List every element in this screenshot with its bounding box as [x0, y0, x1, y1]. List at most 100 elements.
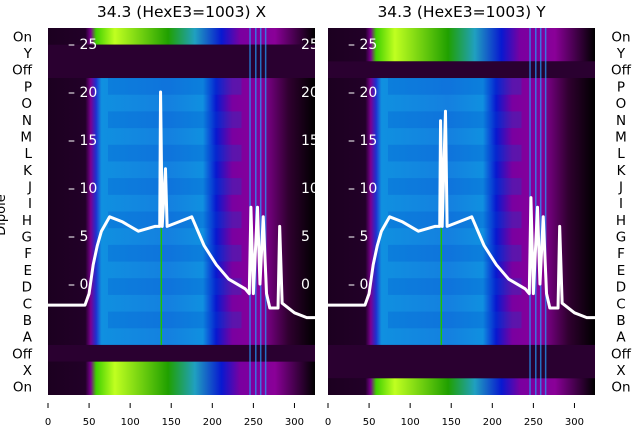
heatmap-row-shade — [108, 211, 242, 229]
inner-y-tick-label: – 0 — [68, 277, 88, 293]
inner-y-tick-label: – 5 — [348, 229, 368, 245]
x-tick-label: 300 — [565, 417, 584, 428]
heatmap-band-on-top — [48, 28, 315, 45]
heatmap-band-off-top — [328, 61, 595, 79]
row-label-left: I — [28, 196, 32, 212]
row-label-right: K — [617, 163, 627, 179]
heatmap-row-shade — [108, 278, 242, 295]
row-label-right: On — [611, 380, 630, 396]
row-label-left: Y — [23, 46, 33, 62]
row-label-left: K — [23, 163, 33, 179]
inner-y-tick-label: – 10 — [68, 181, 97, 197]
twin-y-tick-label: 5 — [301, 229, 310, 245]
row-label-left: F — [24, 246, 32, 262]
heatmap-row-shade — [108, 244, 242, 262]
x-tick-label: 150 — [442, 417, 461, 428]
x-tick-label: 50 — [83, 417, 96, 428]
heatmap-row-shade — [388, 311, 522, 329]
heatmap-band-off-top — [48, 44, 315, 79]
row-label-right: P — [617, 79, 625, 95]
heatmap-stripe — [264, 28, 267, 395]
heatmap-band-off-bottom — [48, 344, 315, 362]
twin-y-tick-label: 15 — [301, 133, 319, 149]
x-tick-label: 100 — [121, 417, 140, 428]
row-label-left: B — [23, 313, 32, 329]
heatmap-stripe — [259, 28, 262, 395]
heatmap-row-shade — [388, 144, 522, 162]
row-label-right: G — [616, 230, 626, 246]
heatmap-row-shade — [388, 211, 522, 229]
heatmap-row-shade — [108, 111, 242, 129]
profile-line — [48, 90, 315, 320]
row-label-left: On — [13, 29, 32, 45]
twin-y-tick-label: 0 — [301, 277, 310, 293]
panel-y: 34.3 (HexE3=1003) Y 0 50 100 150 200 250 300 – 2… — [325, 3, 632, 428]
heatmap-band-on-top — [328, 28, 595, 62]
panel-title: 34.3 (HexE3=1003) Y — [377, 3, 546, 21]
twin-y-tick-label: 10 — [301, 181, 319, 197]
row-label-right: E — [617, 263, 626, 279]
row-label-right: H — [616, 213, 626, 229]
inner-y-tick-label: – 0 — [348, 277, 368, 293]
row-label-left: E — [23, 263, 32, 279]
row-label-right: C — [616, 296, 625, 312]
inner-y-tick-label: – 25 — [348, 37, 377, 53]
row-label-left: N — [22, 113, 32, 129]
inner-y-tick-label: – 15 — [348, 133, 377, 149]
inner-y-tick-label: – 15 — [68, 133, 97, 149]
row-label-right: Off — [611, 346, 632, 362]
row-label-right: A — [616, 330, 626, 346]
row-label-right: X — [616, 363, 625, 379]
heatmap-band-off-bottom — [328, 344, 595, 379]
heatmap-stripe — [255, 28, 257, 395]
heatmap-stripe — [535, 28, 537, 395]
row-label-left: O — [21, 96, 32, 112]
row-label-left: A — [23, 330, 33, 346]
x-tick-label: 300 — [285, 417, 304, 428]
row-label-left: X — [23, 363, 32, 379]
panel-x: 34.3 (HexE3=1003) X0 50 100 150 200 250 300– 2… — [0, 3, 319, 428]
heatmap-row-shade — [108, 311, 242, 329]
x-tick-label: 100 — [401, 417, 420, 428]
heatmap-row-shade — [108, 78, 242, 95]
x-tick-label: 50 — [363, 417, 376, 428]
row-label-left: Off — [12, 346, 33, 362]
row-label-right: J — [618, 179, 623, 195]
x-tick-label: 250 — [524, 417, 543, 428]
heatmap-row-shade — [108, 144, 242, 162]
row-label-right: F — [617, 246, 625, 262]
row-label-right: N — [616, 113, 626, 129]
row-label-left: D — [22, 280, 32, 296]
row-label-left: On — [13, 380, 32, 396]
y-axis-label: Dipole — [0, 194, 9, 235]
row-label-left: L — [24, 146, 32, 162]
row-label-left: G — [22, 230, 32, 246]
x-tick-label: 150 — [162, 417, 181, 428]
panel-title: 34.3 (HexE3=1003) X — [97, 3, 267, 21]
heatmap-stripe-green — [160, 228, 163, 345]
twin-y-tick-label: 25 — [301, 37, 319, 53]
heatmap-row-shade — [388, 178, 522, 195]
row-label-right: I — [619, 196, 623, 212]
heatmap-band-body — [48, 78, 315, 345]
profile-line — [328, 109, 595, 320]
heatmap-row-shade — [388, 278, 522, 295]
heatmap-stripe — [539, 28, 542, 395]
heatmap-row-shade — [388, 78, 522, 95]
heatmap-band-on-bottom — [48, 361, 315, 395]
x-tick-label: 0 — [325, 417, 331, 428]
row-label-right: L — [617, 146, 625, 162]
twin-y-tick-label: 20 — [301, 85, 319, 101]
row-label-right: B — [616, 313, 625, 329]
row-label-left: J — [27, 179, 32, 195]
x-tick-label: 250 — [244, 417, 263, 428]
x-tick-label: 200 — [203, 417, 222, 428]
row-label-right: O — [616, 96, 627, 112]
row-label-right: M — [615, 129, 627, 145]
row-label-right: Y — [616, 46, 626, 62]
heatmap-row-shade — [388, 111, 522, 129]
heatmap-row-shade — [108, 178, 242, 195]
inner-y-tick-label: – 20 — [348, 85, 377, 101]
inner-y-tick-label: – 5 — [68, 229, 88, 245]
